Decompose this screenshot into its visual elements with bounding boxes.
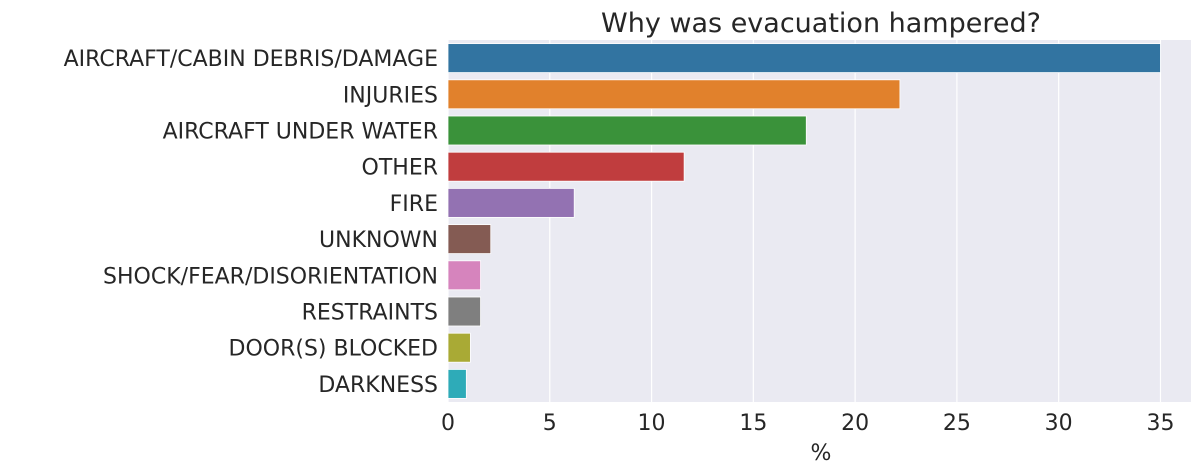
- x-tick-label: 35: [1146, 411, 1174, 436]
- x-tick-label: 0: [441, 411, 455, 436]
- category-label: UNKNOWN: [319, 228, 438, 253]
- category-label: DARKNESS: [318, 373, 438, 398]
- category-label: SHOCK/FEAR/DISORIENTATION: [103, 264, 438, 289]
- category-label: INJURIES: [343, 83, 438, 108]
- bar: [447, 151, 685, 182]
- category-label: FIRE: [390, 192, 438, 217]
- category-labels: AIRCRAFT/CABIN DEBRIS/DAMAGE INJURIES AIRC…: [64, 47, 438, 398]
- bar: [447, 79, 901, 110]
- category-label: AIRCRAFT/CABIN DEBRIS/DAMAGE: [64, 47, 438, 72]
- chart-title: Why was evacuation hampered?: [601, 8, 1041, 39]
- x-tick-label: 10: [638, 411, 666, 436]
- bar: [447, 260, 481, 291]
- x-tick-label: 25: [943, 411, 971, 436]
- bar: [447, 332, 471, 363]
- bar: [447, 188, 575, 218]
- x-tick-label: 15: [739, 411, 767, 436]
- category-label: DOOR(S) BLOCKED: [229, 337, 439, 362]
- x-tick-label: 5: [543, 411, 557, 436]
- bar: [447, 296, 481, 327]
- category-label: OTHER: [362, 156, 438, 181]
- category-label: RESTRAINTS: [302, 301, 438, 326]
- x-tick-label: 30: [1045, 411, 1073, 436]
- bar: [447, 224, 492, 254]
- bar: [447, 369, 467, 399]
- bar: [447, 43, 1161, 73]
- bar: [447, 115, 807, 146]
- x-tick-labels: 0 5 10 15 20 25 30 35: [441, 411, 1174, 436]
- category-label: AIRCRAFT UNDER WATER: [163, 120, 438, 145]
- x-tick-label: 20: [841, 411, 869, 436]
- bars: [447, 43, 1161, 399]
- x-axis-label: %: [811, 441, 832, 466]
